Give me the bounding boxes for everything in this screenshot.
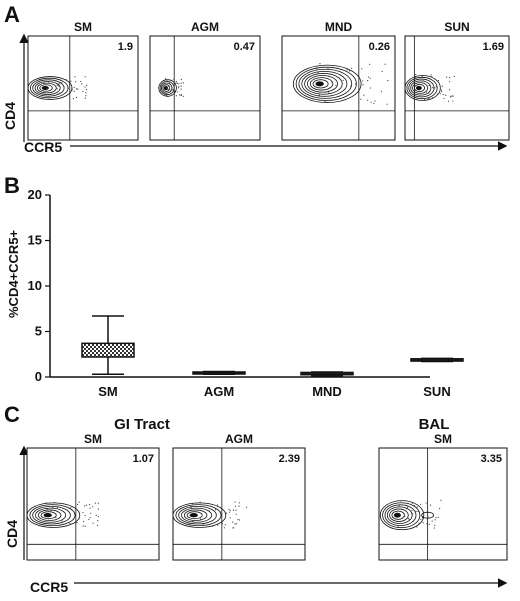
quadrant-percentage: 1.9 xyxy=(118,41,133,53)
flow-plot-sun: SUN 1.69 xyxy=(404,20,510,141)
cell-population xyxy=(158,78,184,98)
quadrant-percentage: 1.69 xyxy=(483,41,504,53)
cell-population xyxy=(292,63,389,105)
cell-population xyxy=(172,501,248,529)
plot-title: SUN xyxy=(444,20,469,34)
y-tick-label: 10 xyxy=(28,278,42,293)
flow-plot-sm: SM 3.35 xyxy=(378,432,508,561)
box-sun xyxy=(410,357,464,363)
cell-population xyxy=(379,499,442,531)
x-tick-label: MND xyxy=(312,384,342,399)
plot-title: MND xyxy=(325,20,353,34)
panel-letter-b: B xyxy=(4,173,20,198)
panel-a-axis-arrows xyxy=(19,33,508,151)
cell-population xyxy=(26,501,99,528)
x-tick-label: SUN xyxy=(423,384,450,399)
quadrant-percentage: 0.26 xyxy=(369,41,390,53)
ccr5-positive-cluster xyxy=(421,511,435,519)
panel-letter-a: A xyxy=(4,2,20,27)
x-tick-label: AGM xyxy=(204,384,234,399)
panel-c-group-gi: GI Tract xyxy=(114,416,170,433)
panel-letter-c: C xyxy=(4,402,20,427)
plot-title: AGM xyxy=(225,432,253,446)
box-mnd xyxy=(300,371,354,377)
quadrant-percentage: 1.07 xyxy=(133,453,154,465)
quadrant-percentage: 0.47 xyxy=(234,41,255,53)
quadrant-percentage: 3.35 xyxy=(481,453,502,465)
box-agm xyxy=(192,370,246,376)
y-tick-label: 5 xyxy=(35,324,42,339)
y-tick-label: 20 xyxy=(28,187,42,202)
panel-c-ylabel: CD4 xyxy=(4,520,20,548)
plot-title: SM xyxy=(74,20,92,34)
cell-population xyxy=(27,76,88,100)
panel-c-axis-arrows xyxy=(19,445,508,588)
flow-plot-mnd: MND 0.26 xyxy=(281,20,396,141)
flow-plot-agm: AGM 2.39 xyxy=(172,432,306,561)
y-tick-label: 15 xyxy=(28,233,42,248)
panel-c-xlabel: CCR5 xyxy=(30,579,68,595)
x-tick-label: SM xyxy=(98,384,118,399)
panel-a-xlabel: CCR5 xyxy=(24,139,62,155)
flow-plot-sm: SM 1.9 xyxy=(27,20,139,141)
panel-c-group-bal: BAL xyxy=(419,416,450,433)
panel-b-ylabel: %CD4+CCR5+ xyxy=(6,229,21,318)
panel-a-ylabel: CD4 xyxy=(2,102,18,130)
y-tick-label: 0 xyxy=(35,369,42,384)
flow-plot-sm: SM 1.07 xyxy=(26,432,160,561)
plot-title: SM xyxy=(84,432,102,446)
panel-b-box-chart: %CD4+CCR5+ 0 5 10 15 20 SM AGM MND SUN xyxy=(6,187,464,399)
panel-a-flow-plots: SM 1.9 AGM 0.47 MND 0.26 SUN 1.69 xyxy=(27,20,510,141)
flow-plot-agm: AGM 0.47 xyxy=(149,20,261,141)
panel-c-flow-plots: SM 1.07 AGM 2.39 SM 3.35 xyxy=(26,432,508,561)
plot-title: SM xyxy=(434,432,452,446)
cell-population xyxy=(404,73,455,103)
quadrant-percentage: 2.39 xyxy=(279,453,300,465)
plot-title: AGM xyxy=(191,20,219,34)
box-sm xyxy=(81,315,135,376)
